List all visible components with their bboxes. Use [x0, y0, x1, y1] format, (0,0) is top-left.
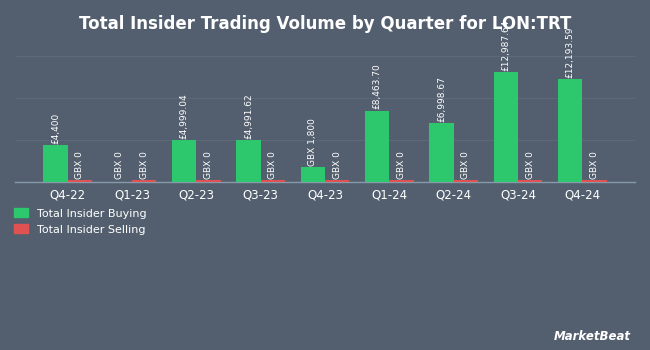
Bar	[582, 180, 607, 182]
Text: GBX 0: GBX 0	[75, 152, 84, 179]
Bar	[454, 180, 478, 182]
Bar	[300, 167, 325, 182]
Text: GBX 0: GBX 0	[115, 152, 124, 179]
Bar	[365, 111, 389, 182]
Text: GBX 1,800: GBX 1,800	[308, 118, 317, 166]
Text: GBX 0: GBX 0	[397, 152, 406, 179]
Bar	[518, 180, 543, 182]
Text: GBX 0: GBX 0	[462, 152, 471, 179]
Text: £6,998.67: £6,998.67	[437, 76, 446, 122]
Text: GBX 0: GBX 0	[590, 152, 599, 179]
Bar	[196, 180, 221, 182]
Title: Total Insider Trading Volume by Quarter for LON:TRT: Total Insider Trading Volume by Quarter …	[79, 15, 571, 33]
Bar	[68, 180, 92, 182]
Legend: Total Insider Buying, Total Insider Selling: Total Insider Buying, Total Insider Sell…	[14, 208, 146, 235]
Bar	[429, 123, 454, 182]
Bar	[558, 79, 582, 182]
Text: GBX 0: GBX 0	[526, 152, 535, 179]
Text: GBX 0: GBX 0	[204, 152, 213, 179]
Bar	[236, 140, 261, 182]
Text: GBX 0: GBX 0	[140, 152, 149, 179]
Text: £12,193.59: £12,193.59	[566, 27, 575, 78]
Text: MarketBeat: MarketBeat	[554, 330, 630, 343]
Text: £8,463.70: £8,463.70	[372, 64, 382, 110]
Text: £12,987.64: £12,987.64	[501, 20, 510, 71]
Text: £4,991.62: £4,991.62	[244, 93, 253, 139]
Bar	[493, 72, 518, 182]
Text: £4,400: £4,400	[51, 112, 60, 144]
Bar	[43, 145, 68, 182]
Bar	[389, 180, 414, 182]
Bar	[325, 180, 350, 182]
Text: GBX 0: GBX 0	[268, 152, 278, 179]
Bar	[172, 140, 196, 182]
Text: £4,999.04: £4,999.04	[179, 93, 188, 139]
Bar	[261, 180, 285, 182]
Text: GBX 0: GBX 0	[333, 152, 342, 179]
Bar	[132, 180, 157, 182]
